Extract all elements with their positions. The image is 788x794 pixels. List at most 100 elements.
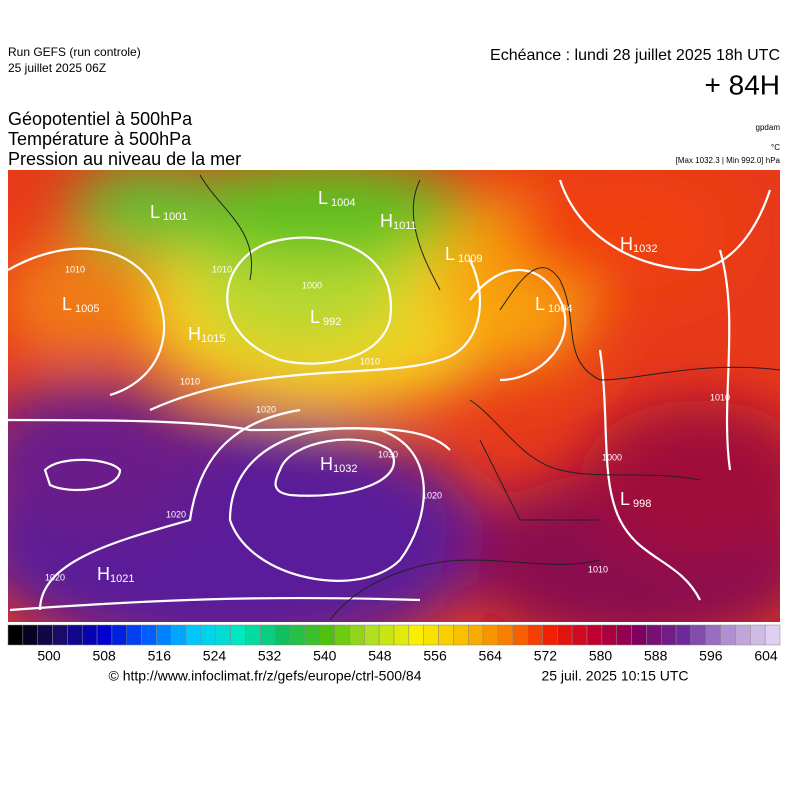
pressure-center-value: 1032 xyxy=(333,463,357,475)
run-date: 25 juillet 2025 06Z xyxy=(8,61,106,75)
colorbar-swatch xyxy=(660,624,677,646)
colorbar-swatch xyxy=(720,624,736,646)
echeance: Echéance : lundi 28 juillet 2025 18h UTC xyxy=(490,47,780,64)
pressure-center-kind: H xyxy=(97,564,110,584)
pressure-center-kind: H xyxy=(320,454,333,474)
isobar-label: 1030 xyxy=(378,449,398,459)
title: Pression au niveau de la mer xyxy=(8,149,241,169)
colorbar-swatch xyxy=(601,624,617,646)
colorbar-swatch xyxy=(512,624,528,646)
colorbar-tick-label: 516 xyxy=(148,648,172,664)
pressure-center-kind: L xyxy=(62,294,72,314)
source-url: © http://www.infoclimat.fr/z/gefs/europe… xyxy=(108,668,421,684)
colorbar-swatch xyxy=(482,624,499,646)
colorbar-swatch xyxy=(289,624,306,646)
pressure-center-value: 1004 xyxy=(331,197,355,209)
isobar-label: 1010 xyxy=(588,564,608,574)
colorbar-swatch xyxy=(393,624,410,646)
isobar-label: 1000 xyxy=(302,280,322,290)
colorbar-swatch xyxy=(200,624,217,646)
colorbar-tick-label: 556 xyxy=(423,648,447,664)
lead-time: + 84H xyxy=(705,69,781,100)
colorbar-swatch xyxy=(378,624,395,646)
pressure-center-kind: L xyxy=(310,307,320,327)
pressure-center-kind: L xyxy=(620,489,630,509)
colorbar-swatch xyxy=(750,624,766,646)
pressure-center-kind: H xyxy=(620,234,633,254)
colorbar-swatch xyxy=(705,624,721,646)
colorbar-swatch xyxy=(408,624,424,646)
colorbar-swatch xyxy=(349,624,365,646)
colorbar-swatch xyxy=(527,624,543,646)
colorbar-swatch xyxy=(96,624,113,646)
colorbar-swatch xyxy=(631,624,647,646)
colorbar-swatch xyxy=(438,624,454,646)
colorbar-swatch xyxy=(423,624,439,646)
colorbar-swatch xyxy=(304,624,321,646)
pressure-center-value: 1032 xyxy=(633,243,657,255)
colorbar-swatch xyxy=(7,624,24,646)
colorbar-swatch xyxy=(319,624,335,646)
isobar-label: 1020 xyxy=(256,404,276,414)
colorbar-swatch xyxy=(245,624,261,646)
pressure-center-value: 992 xyxy=(323,316,341,328)
isobar-label: 1000 xyxy=(602,452,622,462)
pressure-center-value: 1015 xyxy=(201,333,225,345)
colorbar-swatch xyxy=(364,624,380,646)
colorbar-swatch xyxy=(675,624,692,646)
colorbar-swatch xyxy=(557,624,573,646)
colorbar-tick-label: 588 xyxy=(644,648,668,664)
colorbar-swatch xyxy=(467,624,484,646)
title: Température à 500hPa xyxy=(8,129,192,149)
colorbar-swatch xyxy=(22,624,38,646)
colorbar-swatch xyxy=(497,624,514,646)
colorbar-tick-label: 564 xyxy=(479,648,503,664)
pressure-center-kind: H xyxy=(380,211,393,231)
pressure-center-value: 1004 xyxy=(548,303,572,315)
pressure-center-value: 1021 xyxy=(110,573,134,585)
colorbar-swatch xyxy=(260,624,276,646)
pressure-center-value: 1005 xyxy=(75,303,99,315)
colorbar-swatch xyxy=(171,624,187,646)
isobar-label: 1020 xyxy=(166,509,186,519)
colorbar-swatch xyxy=(141,624,157,646)
unit-temperature: °C xyxy=(771,143,780,152)
pressure-center-kind: L xyxy=(318,188,328,208)
colorbar-swatch xyxy=(230,624,246,646)
map xyxy=(8,170,780,622)
pressure-center-value: 1009 xyxy=(458,253,482,265)
pressure-center-kind: L xyxy=(535,294,545,314)
colorbar-swatch xyxy=(274,624,291,646)
pressure-center-value: 1011 xyxy=(393,220,417,232)
colorbar-tick-label: 540 xyxy=(313,648,337,664)
isobar-label: 1010 xyxy=(180,376,200,386)
unit-pressure: [Max 1032.3 | Min 992.0] hPa xyxy=(676,156,781,165)
colorbar-swatch xyxy=(453,624,469,646)
colorbar-swatch xyxy=(37,624,53,646)
colorbar-swatch xyxy=(571,624,588,646)
pressure-center-value: 998 xyxy=(633,498,651,510)
colorbar: 500 508 516 524 532 540 548 556 564 572 580 588 596 6… xyxy=(7,624,781,664)
isobar-label: 1020 xyxy=(422,490,442,500)
isobar-label: 1020 xyxy=(45,572,65,582)
isobar-label: 1010 xyxy=(65,264,85,274)
run-label: Run GEFS (run controle) xyxy=(8,45,141,59)
colorbar-swatch xyxy=(215,624,231,646)
colorbar-swatch xyxy=(111,624,128,646)
colorbar-swatch xyxy=(185,624,202,646)
title: Géopotentiel à 500hPa xyxy=(8,109,193,129)
colorbar-swatch xyxy=(334,624,350,646)
colorbar-tick-label: 548 xyxy=(368,648,392,664)
colorbar-swatch xyxy=(81,624,98,646)
colorbar-tick-label: 604 xyxy=(754,648,778,664)
colorbar-swatch xyxy=(764,624,781,646)
colorbar-swatch xyxy=(735,624,751,646)
colorbar-tick-label: 532 xyxy=(258,648,282,664)
colorbar-swatch xyxy=(646,624,662,646)
colorbar-tick-label: 572 xyxy=(534,648,558,664)
unit-geopotential: gpdam xyxy=(756,123,781,132)
colorbar-swatch xyxy=(542,624,558,646)
colorbar-swatch xyxy=(586,624,603,646)
colorbar-swatch xyxy=(67,624,83,646)
colorbar-tick-label: 580 xyxy=(589,648,613,664)
